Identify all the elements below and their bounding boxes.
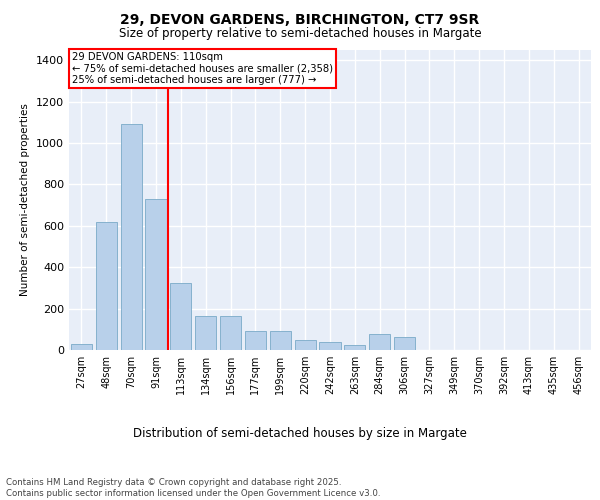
Bar [96,222,117,350]
Text: Contains HM Land Registry data © Crown copyright and database right 2025.
Contai: Contains HM Land Registry data © Crown c… [6,478,380,498]
Bar [245,332,266,350]
Bar [121,124,142,350]
Bar [295,340,316,350]
Bar [344,345,365,350]
Text: 29 DEVON GARDENS: 110sqm
← 75% of semi-detached houses are smaller (2,358)
25% o: 29 DEVON GARDENS: 110sqm ← 75% of semi-d… [71,52,332,84]
Bar [369,334,390,350]
Bar [145,199,167,350]
Bar [394,336,415,350]
Bar [270,332,291,350]
Bar [170,283,191,350]
Bar [71,344,92,350]
Bar [319,342,341,350]
Bar [195,316,216,350]
Bar [220,316,241,350]
Y-axis label: Number of semi-detached properties: Number of semi-detached properties [20,104,31,296]
Text: Distribution of semi-detached houses by size in Margate: Distribution of semi-detached houses by … [133,428,467,440]
Text: 29, DEVON GARDENS, BIRCHINGTON, CT7 9SR: 29, DEVON GARDENS, BIRCHINGTON, CT7 9SR [121,12,479,26]
Text: Size of property relative to semi-detached houses in Margate: Size of property relative to semi-detach… [119,28,481,40]
